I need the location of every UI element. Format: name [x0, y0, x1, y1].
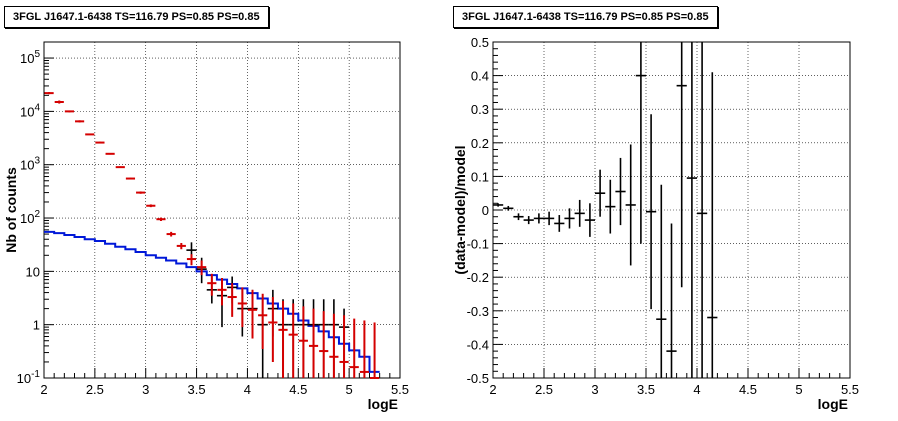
model-point — [64, 110, 75, 113]
model-point — [146, 204, 156, 208]
model-point — [207, 273, 217, 296]
residual-point — [697, 42, 708, 378]
residual-point — [584, 203, 595, 237]
right-xtick-label: 2 — [489, 382, 496, 397]
residual-point — [615, 157, 626, 226]
left-xtick-label: 5.5 — [391, 382, 409, 397]
residual-point — [513, 213, 524, 221]
model-point — [75, 120, 85, 123]
right-xtick-label: 2.5 — [535, 382, 553, 397]
model-point — [288, 303, 298, 378]
residual-point — [625, 144, 636, 266]
residual-point — [493, 203, 504, 207]
residual-point — [564, 208, 575, 229]
left-ytick-label: 103 — [20, 156, 40, 173]
residual-point — [595, 169, 606, 217]
residual-point — [523, 216, 534, 225]
model-point — [298, 306, 308, 378]
left-ytick-label: 105 — [20, 49, 40, 66]
model-point — [268, 297, 278, 362]
model-point — [319, 311, 329, 378]
right-ytick-label: 0.1 — [471, 169, 489, 184]
right-ytick-label: -0.3 — [467, 304, 489, 319]
residual-point — [646, 114, 657, 310]
right-ytick-label: 0 — [482, 203, 489, 218]
model-point — [217, 278, 227, 306]
model-point — [115, 166, 125, 169]
residual-point — [544, 211, 555, 226]
model-point — [359, 320, 369, 378]
model-point — [308, 308, 319, 378]
model-point — [186, 254, 197, 266]
model-point — [54, 100, 64, 104]
left-xtick-label: 4.5 — [289, 382, 307, 397]
right-ytick-label: 0.2 — [471, 136, 489, 151]
right-xtick-label: 5.5 — [841, 382, 859, 397]
left-xtick-label: 3.5 — [188, 382, 206, 397]
residual-point — [707, 72, 718, 378]
right-ytick-label: -0.1 — [467, 237, 489, 252]
left-xtick-label: 2.5 — [86, 382, 104, 397]
left-yaxis-label: Nb of counts — [3, 167, 19, 253]
model-point — [166, 231, 176, 237]
model-point — [95, 141, 105, 144]
model-point — [369, 322, 380, 379]
model-point — [329, 313, 339, 378]
right-xtick-label: 3.5 — [637, 382, 655, 397]
left-xtick-label: 2 — [40, 382, 47, 397]
right-yaxis-label: (data-model)/model — [452, 145, 468, 274]
model-point — [136, 191, 146, 194]
left-chart-title: 3FGL J1647.1-6438 TS=116.79 PS=0.85 PS=0… — [4, 6, 269, 28]
left-ytick-label: 10 — [26, 264, 40, 279]
residual-point — [676, 42, 687, 288]
model-point — [156, 217, 166, 221]
left-frame — [43, 41, 401, 379]
residual-point — [605, 179, 616, 234]
model-point — [105, 152, 115, 155]
left-ytick-label: 10-1 — [17, 369, 41, 386]
model-point — [176, 243, 186, 250]
model-point — [258, 293, 268, 349]
model-point — [339, 315, 349, 378]
right-xtick-label: 4.5 — [739, 382, 757, 397]
residual-point — [666, 223, 677, 378]
model-point — [227, 283, 237, 317]
residual-point — [635, 42, 646, 244]
right-xtick-label: 5 — [795, 382, 802, 397]
residual-point — [656, 184, 667, 378]
left-xtick-label: 4 — [244, 382, 251, 397]
right-xtick-label: 4 — [693, 382, 700, 397]
model-point — [197, 260, 207, 276]
right-chart-title: 3FGL J1647.1-6438 TS=116.79 PS=0.85 PS=0… — [453, 6, 718, 28]
right-ytick-label: -0.5 — [467, 371, 489, 386]
left-xtick-label: 3 — [142, 382, 149, 397]
model-point — [349, 318, 359, 378]
right-ytick-label: -0.4 — [467, 337, 489, 352]
residual-point — [686, 42, 697, 378]
right-xaxis-label: logE — [818, 396, 848, 412]
right-ytick-label: 0.5 — [471, 35, 489, 50]
model-point — [125, 177, 136, 180]
residual-point — [533, 213, 544, 224]
model-point — [278, 300, 288, 378]
right-ytick-label: -0.2 — [467, 270, 489, 285]
model-point — [237, 287, 247, 328]
model-point — [85, 133, 95, 136]
left-ytick-label: 104 — [20, 102, 40, 119]
left-xtick-label: 5 — [346, 382, 353, 397]
residual-point — [554, 215, 565, 232]
left-ytick-label: 1 — [33, 318, 40, 333]
right-xtick-label: 3 — [591, 382, 598, 397]
model-point — [44, 92, 54, 95]
right-ytick-label: 0.4 — [471, 69, 489, 84]
right-ytick-label: 0.3 — [471, 102, 489, 117]
residual-point — [503, 205, 514, 211]
left-ytick-label: 102 — [20, 209, 40, 226]
residual-point — [574, 199, 585, 227]
model-point — [247, 289, 258, 339]
left-xaxis-label: logE — [368, 396, 398, 412]
